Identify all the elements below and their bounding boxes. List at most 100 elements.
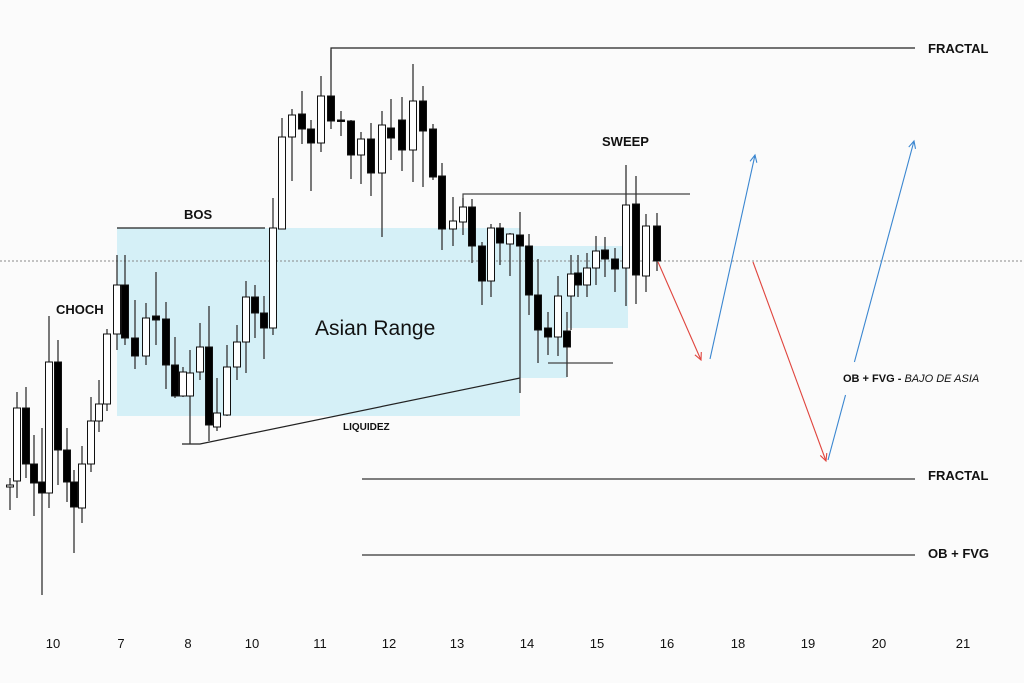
x-tick-label: 10 [245, 636, 259, 651]
level-label-ob-fvg: OB + FVG [928, 546, 989, 561]
x-tick-label: 10 [46, 636, 60, 651]
candle [409, 64, 417, 182]
candle [307, 120, 315, 191]
bullish-candle-body [223, 366, 231, 416]
candle [611, 248, 619, 292]
bearish-candle-body [387, 127, 395, 139]
bullish-candle-body [103, 333, 111, 405]
bullish-candle-body [317, 95, 325, 144]
bearish-candle-body [534, 294, 542, 331]
candle [260, 296, 268, 359]
x-tick-label: 15 [590, 636, 604, 651]
x-tick-label: 14 [520, 636, 534, 651]
bearish-candle-body [419, 100, 427, 132]
candle [357, 132, 365, 184]
candle [70, 470, 78, 553]
bullish-candle-body [242, 296, 250, 343]
x-tick-label: 7 [117, 636, 124, 651]
candle [278, 118, 286, 230]
arrow-head-icon [749, 153, 758, 163]
candle [468, 199, 476, 263]
bearish-candle-body [260, 312, 268, 329]
candle [574, 255, 582, 297]
candle [288, 109, 296, 181]
bearish-candle-body [544, 327, 552, 338]
candle [554, 276, 562, 356]
candle [516, 212, 524, 393]
candle [30, 435, 38, 516]
candle [583, 253, 591, 297]
bullish-candle-body [583, 267, 591, 286]
bullish-candle-body [142, 317, 150, 357]
candle [592, 236, 600, 285]
candle [347, 120, 355, 179]
candle [601, 237, 609, 277]
target-label: OB + FVG - BAJO DE ASIA [843, 373, 979, 385]
target-label-bold: OB + FVG - [843, 373, 904, 385]
candle [506, 233, 514, 276]
down-arrow-1 [657, 261, 702, 362]
bullish-candle-body [459, 206, 467, 223]
bearish-candle-body [307, 128, 315, 144]
bearish-candle-body [337, 119, 345, 122]
candle [429, 124, 437, 180]
target-label-italic: BAJO DE ASIA [904, 373, 979, 385]
bullish-candle-body [622, 204, 630, 269]
candle [186, 350, 194, 444]
bearish-candle-body [632, 203, 640, 276]
candle [487, 224, 495, 297]
candle [317, 76, 325, 152]
candle [54, 340, 62, 485]
candle [142, 303, 150, 365]
bullish-candle-body [95, 403, 103, 422]
bearish-candle-body [429, 128, 437, 178]
fractal-top-line [330, 47, 915, 70]
arrow-head-icon [819, 452, 828, 463]
candle [478, 242, 486, 305]
liquidity-label: LIQUIDEZ [343, 422, 390, 433]
candle [378, 111, 386, 237]
bearish-candle-body [611, 258, 619, 270]
bullish-candle-body [13, 407, 21, 482]
bearish-candle-body [516, 234, 524, 247]
bearish-candle-body [653, 225, 661, 262]
bullish-candle-body [196, 346, 204, 373]
x-tick-label: 19 [801, 636, 815, 651]
candle [171, 337, 179, 398]
bullish-candle-body [506, 233, 514, 245]
bearish-candle-body [205, 346, 213, 426]
bullish-candle-body [487, 227, 495, 282]
candle [534, 259, 542, 363]
candle [367, 123, 375, 196]
bearish-candle-body [171, 364, 179, 397]
bos-label: BOS [184, 207, 213, 222]
candle [162, 302, 170, 389]
candle [269, 198, 277, 335]
bullish-candle-body [78, 463, 86, 509]
candle [6, 478, 14, 510]
candle [642, 214, 650, 292]
bearish-candle-body [251, 296, 259, 314]
candle [233, 325, 241, 380]
liquidity-trendline [182, 377, 521, 445]
bullish-candle-body [213, 412, 221, 428]
bearish-candle-body [367, 138, 375, 174]
x-tick-label: 18 [731, 636, 745, 651]
candle [205, 306, 213, 441]
x-tick-label: 8 [184, 636, 191, 651]
asian-range-label: Asian Range [315, 317, 435, 340]
bearish-candle-body [54, 361, 62, 451]
candle [131, 300, 139, 369]
candle [38, 428, 46, 595]
bullish-candle-body [113, 284, 121, 335]
bullish-candle-body [378, 124, 386, 174]
bearish-candle-body [601, 249, 609, 260]
sweep-label: SWEEP [602, 134, 649, 149]
bullish-candle-body [278, 136, 286, 230]
candle [632, 176, 640, 304]
bearish-candle-body [22, 407, 30, 465]
up-arrow-1 [709, 153, 758, 360]
candle [103, 329, 111, 411]
choch-label: CHOCH [56, 302, 104, 317]
